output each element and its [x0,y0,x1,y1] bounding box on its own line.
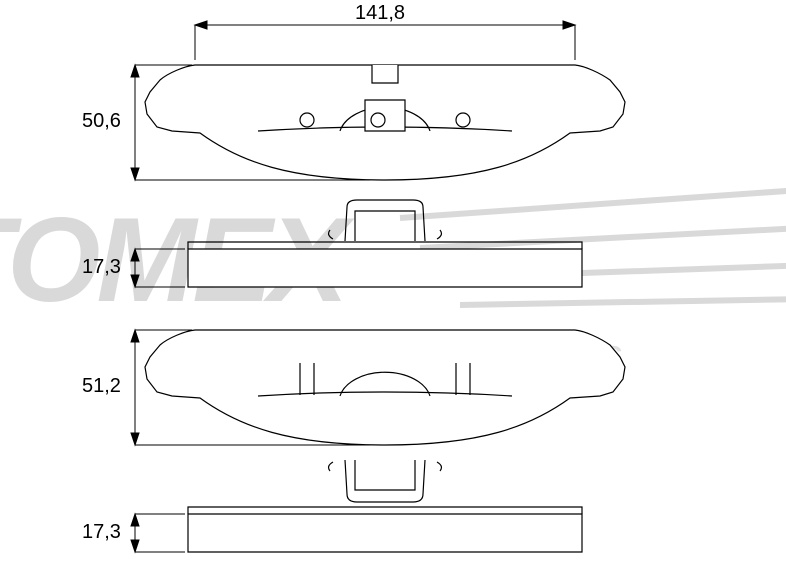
diagram-canvas: TOMEX brakes 141,8 50,6 17,3 51,2 17,3 [0,0,786,582]
technical-drawing-svg [0,0,786,582]
